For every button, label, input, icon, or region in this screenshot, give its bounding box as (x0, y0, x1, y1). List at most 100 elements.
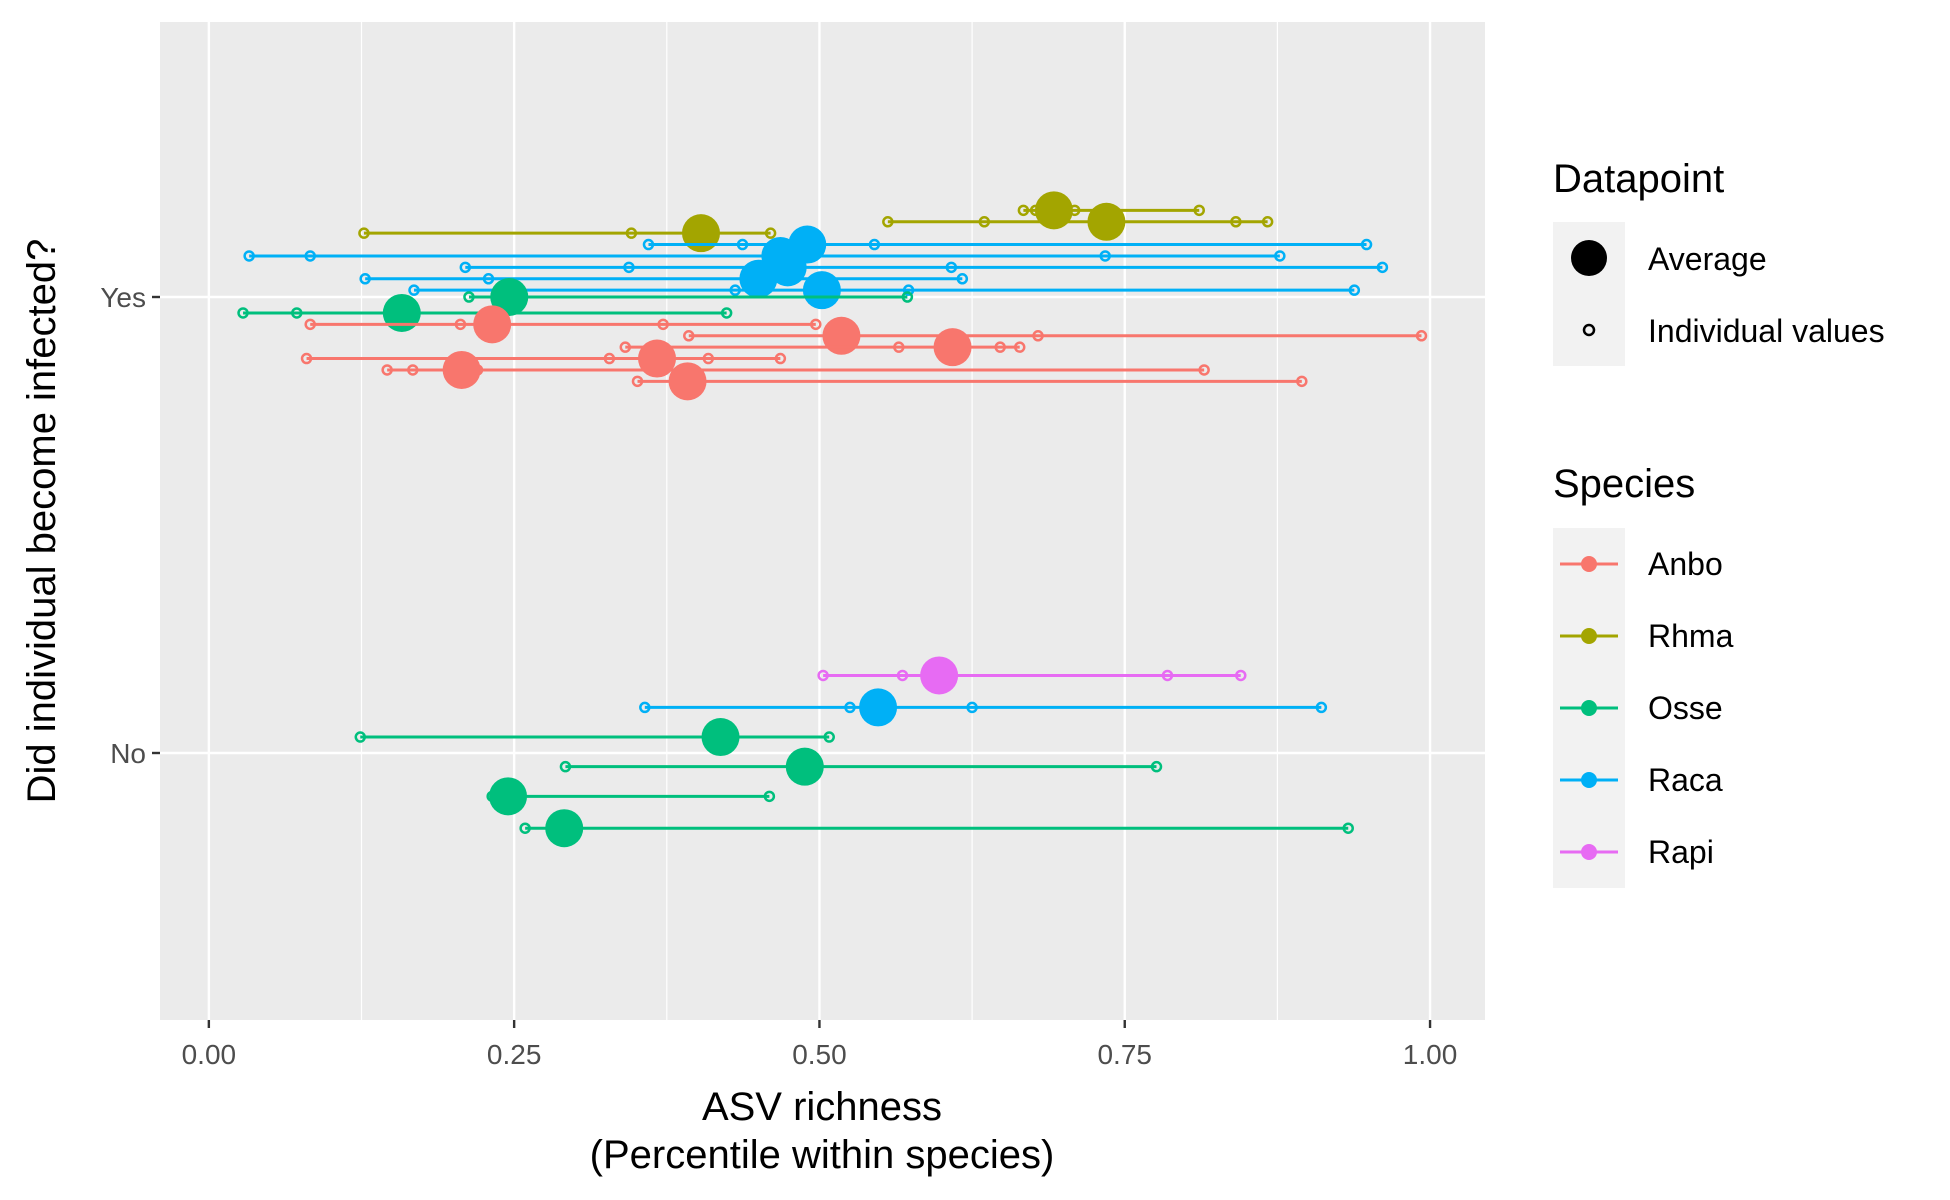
individual-point (901, 291, 914, 303)
average-point (739, 259, 778, 298)
individual-point (1342, 822, 1354, 834)
average-point (638, 339, 677, 378)
average-point (442, 350, 481, 389)
individual-point (358, 227, 370, 239)
individual-point (559, 760, 572, 773)
average-point (859, 688, 898, 727)
individual-point (902, 284, 915, 296)
individual-point (1261, 216, 1274, 228)
individual-point (623, 261, 635, 274)
average-point (701, 718, 740, 757)
series-osse-no-19 (559, 747, 1163, 786)
average-point (768, 248, 807, 287)
individual-point (381, 364, 393, 376)
individual-point (720, 307, 733, 319)
x-axis-title-line1: ASV richness (702, 1085, 942, 1129)
individual-point (407, 364, 419, 376)
individual-point (1150, 760, 1163, 773)
individual-point (1198, 364, 1210, 376)
series-anbo-yes-11 (683, 316, 1428, 355)
legend-datapoint-title: Datapoint (1553, 157, 1724, 201)
series-raca-no-17 (639, 688, 1328, 727)
average-point (489, 777, 528, 816)
series-raca-yes-5 (459, 248, 1389, 287)
individual-point (1017, 204, 1030, 217)
x-tick-label: 0.50 (792, 1039, 847, 1070)
individual-point (657, 318, 669, 331)
average-point (822, 316, 861, 355)
major-gridlines (160, 22, 1485, 1020)
species-legend-entries: Anbo Rhma Osse Raca Rapi (1553, 528, 1734, 888)
individual-point (408, 284, 420, 296)
legend-individual-label: Individual values (1648, 313, 1885, 349)
individual-point (243, 250, 255, 262)
plot-panel (160, 22, 1485, 1020)
average-point (802, 271, 841, 310)
individual-point (956, 273, 969, 285)
average-point (545, 809, 584, 848)
individual-point (1315, 701, 1328, 714)
individual-point (463, 291, 475, 303)
series-raca-yes-6 (359, 259, 969, 298)
individual-point (978, 216, 991, 228)
individual-point (354, 731, 367, 743)
legend-key-point (1581, 628, 1597, 644)
legend-individual-symbol (1582, 323, 1596, 337)
individual-point (639, 701, 651, 714)
y-tick-label-yes: Yes (100, 282, 146, 313)
individual-point (625, 227, 638, 239)
series-anbo-yes-14 (381, 350, 1210, 389)
individual-point (482, 273, 495, 285)
individual-point (1415, 330, 1428, 342)
series-anbo-yes-12 (619, 328, 1026, 367)
individual-point (882, 216, 894, 228)
series-anbo-yes-15 (631, 362, 1308, 401)
x-tick-label: 1.00 (1403, 1039, 1458, 1070)
x-axis-title-line2: (Percentile within species) (590, 1133, 1055, 1177)
legend-entry-raca: Raca (1553, 744, 1723, 816)
average-point (933, 328, 972, 367)
individual-point (603, 352, 616, 365)
legend-key-point (1581, 772, 1597, 788)
series-osse-no-21 (519, 809, 1354, 848)
x-tick-label: 0.25 (487, 1039, 542, 1070)
individual-point (1376, 261, 1389, 274)
individual-point (1193, 204, 1205, 217)
individual-point (1013, 341, 1026, 353)
individual-point (702, 352, 715, 365)
individual-point (454, 318, 467, 331)
individual-point (1274, 250, 1286, 262)
legend-entry-rapi: Rapi (1553, 816, 1714, 888)
legend-label-osse: Osse (1648, 690, 1723, 726)
average-point (785, 747, 824, 786)
legend-entry-rhma: Rhma (1553, 600, 1734, 672)
individual-point (304, 250, 316, 262)
average-point (681, 214, 720, 253)
individual-point (1296, 375, 1308, 388)
series-rapi-no-16 (817, 656, 1247, 695)
average-point (1087, 202, 1126, 241)
legend-entry-anbo: Anbo (1553, 528, 1723, 600)
individual-point (945, 261, 958, 274)
individual-point (1360, 238, 1373, 251)
x-tick-label: 0.00 (182, 1039, 237, 1070)
individual-point (359, 273, 371, 285)
individual-point (966, 701, 978, 714)
individual-point (291, 307, 303, 319)
series-rhma-yes-0 (1017, 191, 1205, 230)
y-tick-label-no: No (110, 738, 146, 769)
individual-point (1161, 669, 1174, 682)
individual-point (868, 238, 881, 251)
legend-label-raca: Raca (1648, 762, 1723, 798)
series-anbo-yes-10 (304, 305, 822, 344)
individual-point (823, 731, 835, 743)
individual-point (763, 790, 776, 803)
average-point (920, 656, 959, 695)
legend-average-label: Average (1648, 241, 1767, 277)
data-marks (237, 191, 1428, 848)
average-point (473, 305, 512, 344)
series-osse-no-18 (354, 718, 835, 757)
legend-key-individual-bg (1553, 294, 1625, 366)
individual-point (764, 227, 777, 239)
